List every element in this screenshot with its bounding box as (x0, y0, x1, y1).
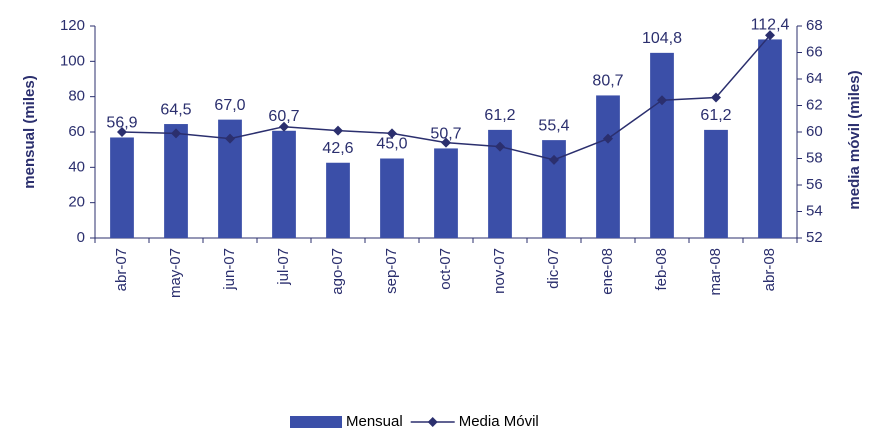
y2-axis-label: media móvil (miles) (846, 70, 863, 209)
x-tick-label: feb-08 (653, 248, 670, 291)
marker (495, 141, 505, 152)
marker (387, 128, 397, 139)
x-tick-label: nov-07 (491, 248, 508, 294)
y2-tick-label: 52 (806, 229, 823, 246)
bar (596, 95, 620, 239)
data-label: 61,2 (484, 107, 515, 124)
y-tick-label: 40 (68, 158, 85, 175)
x-tick-label: abr-08 (761, 248, 778, 291)
y2-tick-label: 68 (806, 17, 823, 34)
y-tick-label: 20 (68, 194, 85, 211)
marker (765, 30, 775, 41)
bar (434, 148, 458, 238)
data-label: 80,7 (592, 73, 623, 90)
y2-tick-label: 54 (806, 202, 823, 219)
x-tick-label: ago-07 (329, 248, 346, 295)
bar (758, 39, 782, 238)
marker (171, 128, 181, 139)
data-label: 64,5 (160, 101, 191, 118)
data-label: 45,0 (376, 136, 407, 153)
x-tick-label: jul-07 (275, 248, 292, 286)
bar (272, 130, 296, 238)
bar (380, 158, 404, 238)
data-label: 42,6 (322, 140, 353, 157)
y2-tick-label: 60 (806, 123, 823, 140)
data-label: 55,4 (538, 117, 569, 134)
y-axis-label: mensual (miles) (21, 75, 38, 188)
bar (218, 119, 242, 238)
data-label: 50,7 (430, 126, 461, 143)
marker (657, 95, 667, 106)
bar (650, 52, 674, 238)
data-label: 56,9 (106, 115, 137, 132)
marker (549, 154, 559, 165)
data-label: 61,2 (700, 107, 731, 124)
y2-tick-label: 64 (806, 70, 823, 87)
legend-label: Mensual (346, 413, 403, 430)
x-tick-label: mar-08 (707, 248, 724, 296)
y2-tick-label: 62 (806, 96, 823, 113)
bar (164, 124, 188, 238)
bar (110, 137, 134, 238)
data-label: 67,0 (214, 97, 245, 114)
marker (279, 121, 289, 132)
x-tick-label: dic-07 (545, 248, 562, 289)
marker (225, 133, 235, 144)
y-tick-label: 60 (68, 123, 85, 140)
y2-tick-label: 66 (806, 43, 823, 60)
y-tick-label: 120 (60, 17, 85, 34)
marker (441, 137, 451, 148)
x-tick-label: jun-07 (221, 248, 238, 291)
marker (333, 125, 343, 136)
y2-tick-label: 56 (806, 176, 823, 193)
data-label: 60,7 (268, 108, 299, 125)
y-tick-label: 0 (77, 229, 85, 246)
bar (326, 162, 350, 238)
legend-label: Media Móvil (459, 413, 539, 430)
bar (704, 129, 728, 238)
x-tick-label: sep-07 (383, 248, 400, 294)
marker (603, 133, 613, 144)
x-tick-label: may-07 (167, 248, 184, 298)
marker (711, 92, 721, 103)
y2-tick-label: 58 (806, 149, 823, 166)
x-tick-label: abr-07 (113, 248, 130, 291)
legend-marker (427, 417, 438, 427)
data-label: 112,4 (751, 17, 790, 34)
legend-swatch (290, 416, 342, 428)
y-tick-label: 80 (68, 88, 85, 105)
bar (542, 140, 566, 238)
y-tick-label: 100 (60, 52, 85, 69)
x-tick-label: oct-07 (437, 248, 454, 290)
data-label: 104,8 (642, 30, 682, 47)
marker (117, 127, 127, 137)
bar (488, 129, 512, 238)
x-tick-label: ene-08 (599, 248, 616, 295)
